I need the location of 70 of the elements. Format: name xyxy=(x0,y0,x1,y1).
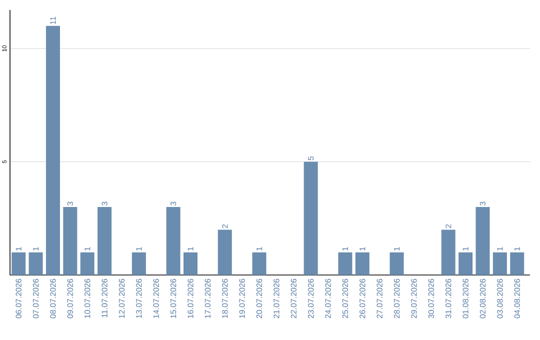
x-tick-label: 11.07.2026 xyxy=(102,278,108,318)
data-label: 1 xyxy=(462,247,468,251)
bar xyxy=(355,252,370,275)
bar xyxy=(12,252,26,275)
bar xyxy=(510,252,524,275)
x-tick-label: 23.07.2026 xyxy=(308,278,314,318)
x-tick-label: 31.07.2026 xyxy=(446,278,452,318)
data-label: 3 xyxy=(480,202,486,206)
x-tick-label: 08.07.2026 xyxy=(50,278,56,318)
bar xyxy=(166,207,180,275)
data-label: 3 xyxy=(102,202,108,206)
x-tick-label: 03.08.2026 xyxy=(497,278,503,318)
data-label: 1 xyxy=(394,247,400,251)
data-label: 1 xyxy=(514,247,520,251)
x-tick-label: 28.07.2026 xyxy=(394,278,400,318)
bar xyxy=(458,252,473,275)
x-tick-label: 13.07.2026 xyxy=(136,278,142,318)
x-tick-label: 30.07.2026 xyxy=(428,278,434,318)
x-tick-label: 14.07.2026 xyxy=(153,278,159,318)
bar xyxy=(441,230,456,275)
x-tick-label: 29.07.2026 xyxy=(411,278,417,318)
data-label: 1 xyxy=(33,247,39,251)
bar xyxy=(184,252,198,275)
data-label: 1 xyxy=(256,247,262,251)
x-tick-label: 16.07.2026 xyxy=(188,278,194,318)
bar xyxy=(80,252,94,275)
x-tick-label: 07.07.2026 xyxy=(32,278,39,318)
data-label: 3 xyxy=(170,202,176,206)
x-tick-label: 15.07.2026 xyxy=(170,278,176,318)
data-label: 1 xyxy=(342,247,348,251)
x-tick-label: 19.07.2026 xyxy=(239,278,245,318)
data-label: 2 xyxy=(222,224,228,228)
bar xyxy=(218,230,232,275)
x-tick-label: 21.07.2026 xyxy=(274,278,280,318)
data-label: 1 xyxy=(188,247,194,251)
bar xyxy=(46,26,60,275)
data-label: 1 xyxy=(84,247,90,251)
x-tick-label: 25.07.2026 xyxy=(342,278,348,318)
x-tick-label: 01.08.2026 xyxy=(462,278,468,318)
x-tick-label: 22.07.2026 xyxy=(290,278,296,318)
x-tick-label: 18.07.2026 xyxy=(222,278,228,318)
bar xyxy=(132,252,146,275)
x-tick-label: 09.07.2026 xyxy=(67,278,73,318)
x-tick-label: 27.07.2026 xyxy=(376,278,382,318)
bar xyxy=(476,207,490,275)
bar xyxy=(492,252,507,275)
bar xyxy=(252,252,266,275)
x-tick-label: 20.07.2026 xyxy=(256,278,262,318)
bar xyxy=(98,207,112,275)
x-tick-label: 12.07.2026 xyxy=(118,278,125,318)
x-tick-label: 02.08.2026 xyxy=(480,278,486,318)
x-tick-label: 10.07.2026 xyxy=(84,278,90,318)
x-tick-label: 24.07.2026 xyxy=(325,278,331,318)
data-label: 11 xyxy=(50,16,56,24)
bar xyxy=(28,252,43,275)
data-label: 2 xyxy=(446,224,452,228)
x-tick-label: 04.08.2026 xyxy=(514,278,520,318)
bar xyxy=(390,252,404,275)
bar xyxy=(63,207,78,275)
x-tick-label: 17.07.2026 xyxy=(204,278,211,318)
data-label: 5 xyxy=(308,156,314,160)
data-label: 1 xyxy=(497,247,503,251)
bar xyxy=(338,252,352,275)
x-tick-label: 06.07.2026 xyxy=(16,278,22,318)
x-tick-label: 26.07.2026 xyxy=(360,278,366,318)
data-label: 3 xyxy=(67,202,73,206)
bar xyxy=(304,162,318,275)
data-label: 1 xyxy=(360,247,366,251)
data-label: 1 xyxy=(136,247,142,251)
data-label: 1 xyxy=(16,247,22,251)
